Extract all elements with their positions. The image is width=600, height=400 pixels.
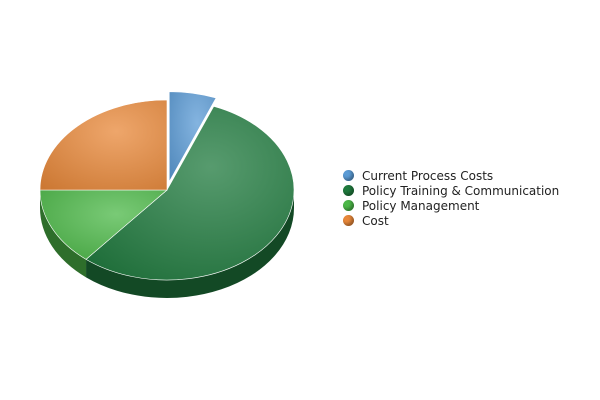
- pie-sides: [39, 190, 294, 299]
- legend-label: Policy Training & Communication: [362, 183, 560, 198]
- legend-label: Cost: [362, 213, 389, 228]
- legend-label: Policy Management: [362, 198, 480, 213]
- legend-marker: [343, 170, 354, 181]
- legend-marker: [343, 215, 354, 226]
- legend-label: Current Process Costs: [362, 168, 494, 183]
- slice-policy-training-communication[interactable]: [85, 105, 295, 281]
- slice-policy-management[interactable]: [39, 189, 168, 260]
- legend-item-policy-management[interactable]: Policy Management: [343, 198, 559, 213]
- slice-side: [86, 190, 294, 299]
- legend-item-current-process-costs[interactable]: Current Process Costs: [343, 168, 559, 183]
- legend-item-policy-training[interactable]: Policy Training & Communication: [343, 183, 559, 198]
- slice-current-process-costs[interactable]: [168, 91, 217, 183]
- pie-tops: [39, 91, 295, 281]
- chart-legend: Current Process Costs Policy Training & …: [343, 168, 559, 228]
- legend-item-cost[interactable]: Cost: [343, 213, 559, 228]
- legend-marker: [343, 185, 354, 196]
- legend-marker: [343, 200, 354, 211]
- slice-side: [39, 190, 87, 278]
- slice-cost[interactable]: [39, 99, 168, 191]
